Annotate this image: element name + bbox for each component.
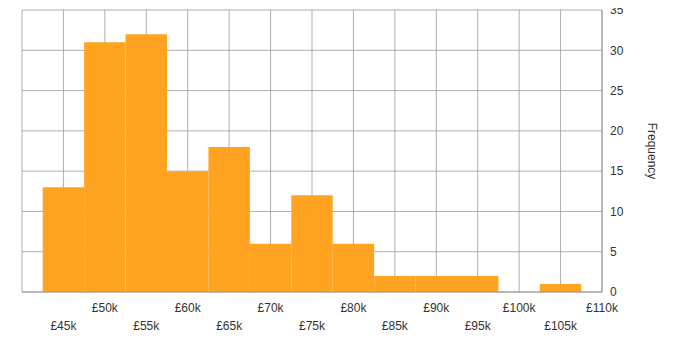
svg-text:£70k: £70k — [258, 301, 285, 315]
svg-text:£75k: £75k — [299, 319, 326, 333]
svg-text:£60k: £60k — [175, 301, 202, 315]
svg-text:20: 20 — [610, 124, 624, 138]
svg-text:15: 15 — [610, 164, 624, 178]
svg-text:£90k: £90k — [423, 301, 450, 315]
svg-text:10: 10 — [610, 205, 624, 219]
svg-text:Frequency: Frequency — [645, 123, 659, 180]
svg-text:35: 35 — [610, 8, 624, 17]
svg-text:£105k: £105k — [544, 319, 578, 333]
svg-text:£85k: £85k — [382, 319, 409, 333]
svg-text:£55k: £55k — [133, 319, 160, 333]
svg-text:£45k: £45k — [50, 319, 77, 333]
svg-text:£100k: £100k — [503, 301, 537, 315]
svg-text:£80k: £80k — [340, 301, 367, 315]
svg-text:£65k: £65k — [216, 319, 243, 333]
svg-text:£95k: £95k — [465, 319, 492, 333]
svg-text:0: 0 — [610, 285, 617, 299]
svg-text:5: 5 — [610, 245, 617, 259]
svg-text:25: 25 — [610, 84, 624, 98]
svg-text:£110k: £110k — [586, 301, 619, 315]
svg-text:£50k: £50k — [92, 301, 119, 315]
svg-text:30: 30 — [610, 44, 624, 58]
